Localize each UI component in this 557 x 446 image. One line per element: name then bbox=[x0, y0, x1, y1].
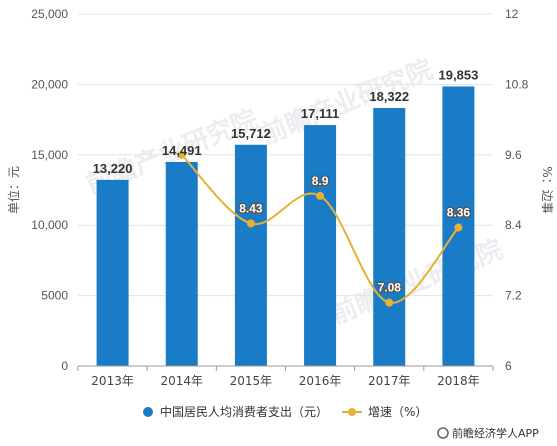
bar-value-label: 15,712 bbox=[231, 126, 271, 141]
growth-value-label: 8.43 bbox=[239, 201, 263, 215]
growth-point bbox=[454, 223, 463, 232]
bar-value-label: 18,322 bbox=[369, 89, 409, 104]
y2-tick-label: 7.2 bbox=[505, 289, 522, 303]
y2-tick-label: 12 bbox=[505, 7, 519, 21]
bar-value-label: 13,220 bbox=[93, 161, 133, 176]
y-tick-label: 0 bbox=[61, 359, 68, 373]
legend-bar-label: 中国居民人均消费者支出（元） bbox=[160, 404, 328, 419]
axes: 0 6 5000 7.2 10,000 8.4 15,000 9.6 20,000 10.8 25,… bbox=[31, 7, 528, 388]
y-tick-label: 25,000 bbox=[31, 7, 68, 21]
x-tick-label: 2015年 bbox=[230, 374, 273, 388]
growth-value-label: 7.08 bbox=[378, 281, 402, 295]
growth-value-label: 8.36 bbox=[447, 206, 471, 220]
brand-logo-icon bbox=[437, 427, 449, 439]
x-tick-label: 2016年 bbox=[299, 374, 342, 388]
y2-axis-title: %：边事 bbox=[540, 166, 554, 213]
bar-value-label: 19,853 bbox=[439, 67, 479, 82]
y2-tick-label: 8.4 bbox=[505, 218, 522, 232]
y2-tick-label: 9.6 bbox=[505, 148, 522, 162]
y2-tick-label: 10.8 bbox=[505, 77, 529, 91]
growth-point bbox=[316, 191, 325, 200]
bar bbox=[373, 108, 406, 366]
legend-line-marker bbox=[348, 408, 356, 416]
y-tick-label: 10,000 bbox=[31, 218, 68, 232]
bar bbox=[165, 161, 198, 366]
y-tick-label: 15,000 bbox=[31, 148, 68, 162]
bar bbox=[304, 125, 337, 366]
bar bbox=[234, 144, 267, 366]
growth-point bbox=[385, 298, 394, 307]
footer-brand-text: 前瞻经济学人APP bbox=[452, 426, 539, 440]
x-tick-label: 2018年 bbox=[437, 374, 480, 388]
watermark-1: 前瞻产业研究院 bbox=[257, 54, 437, 151]
legend-line-label: 增速（%） bbox=[368, 405, 427, 419]
bar bbox=[96, 179, 129, 366]
data-labels: 13,220 14,491 15,712 17,111 18,322 19,853 8.43… bbox=[93, 67, 479, 295]
x-tick-label: 2013年 bbox=[91, 374, 134, 388]
legend: 中国居民人均消费者支出（元） 增速（%） bbox=[143, 404, 427, 419]
y2-tick-label: 6 bbox=[505, 359, 512, 373]
growth-point bbox=[246, 219, 255, 228]
x-tick-label: 2017年 bbox=[368, 374, 411, 388]
y-axis-title: 单位：元 bbox=[6, 166, 21, 214]
bar-value-label: 17,111 bbox=[301, 106, 339, 121]
y-tick-label: 20,000 bbox=[31, 77, 68, 91]
growth-line bbox=[177, 150, 463, 307]
footer-brand: 前瞻经济学人APP bbox=[437, 426, 539, 440]
bar-value-label: 14,491 bbox=[162, 143, 202, 158]
growth-value-label: 8.9 bbox=[312, 174, 329, 188]
legend-bar-swatch bbox=[143, 407, 153, 417]
growth-point bbox=[177, 150, 186, 159]
x-tick-label: 2014年 bbox=[160, 374, 203, 388]
y-tick-label: 5000 bbox=[41, 289, 68, 303]
